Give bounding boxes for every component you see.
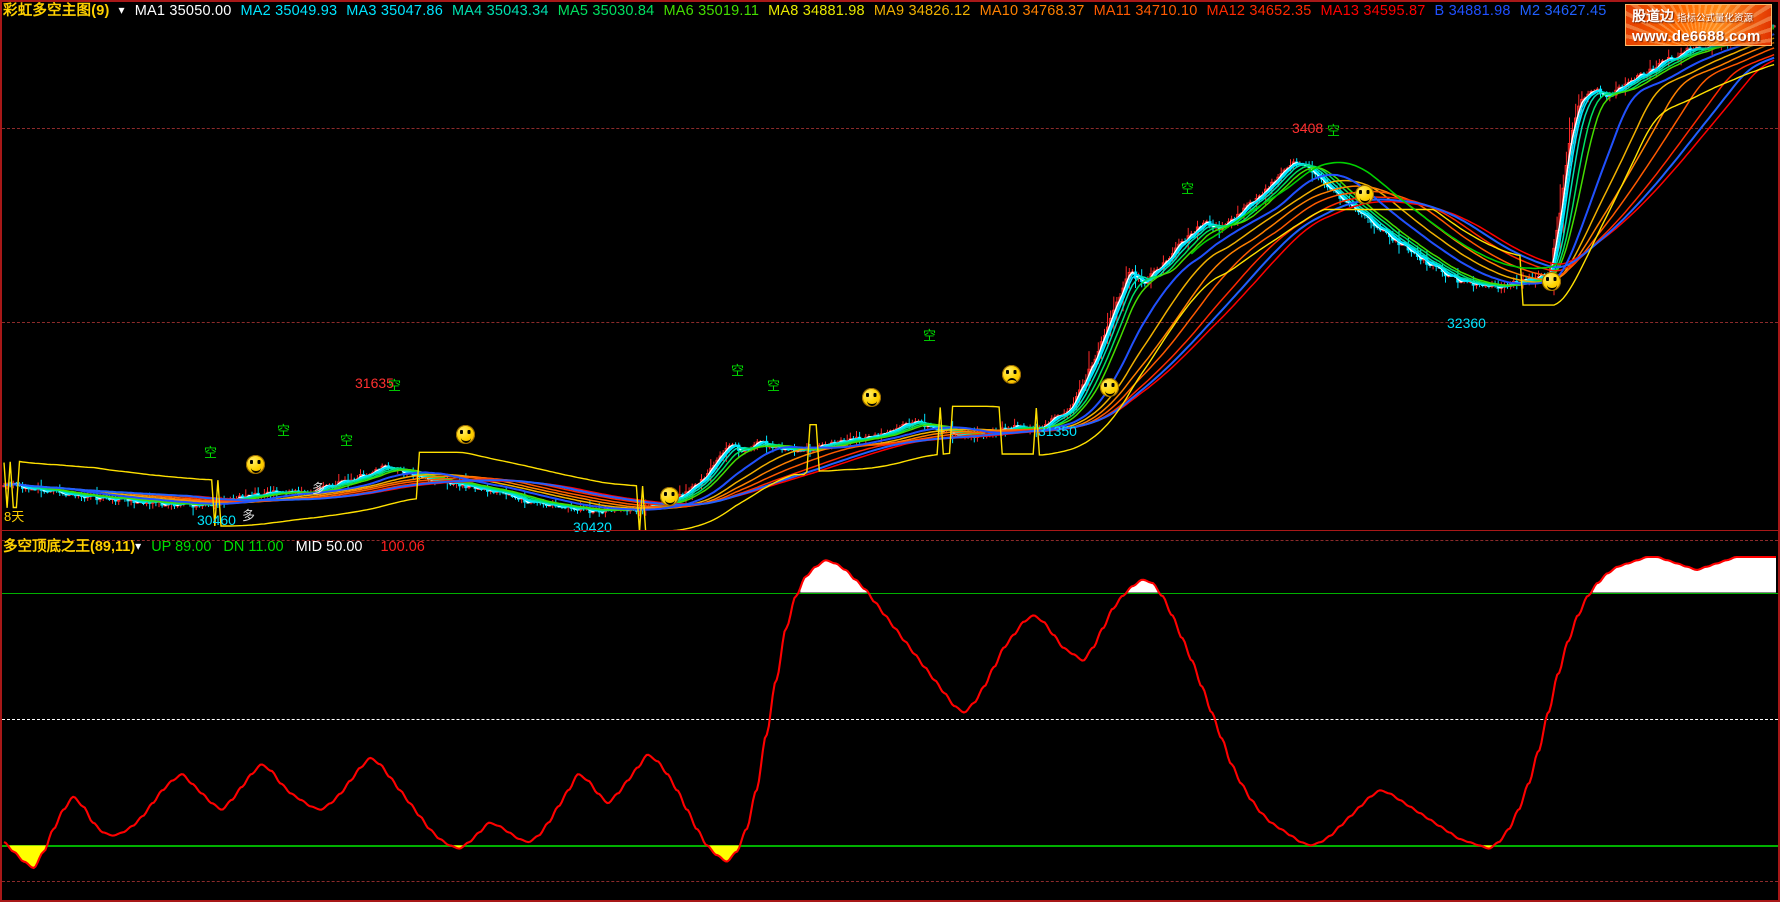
price-baseline	[2, 530, 1778, 531]
osc-readout-dn: DN 11.00	[223, 539, 284, 555]
chevron-down-icon[interactable]: ▾	[118, 3, 125, 17]
osc-mid-level-line	[2, 719, 1778, 720]
buy-signal-face-icon	[1355, 185, 1374, 204]
ma-readout-ma9: MA9 34826.12	[873, 3, 971, 19]
price-label: 31350	[1038, 423, 1077, 439]
logo-rays-decoration	[1626, 5, 1771, 45]
short-signal-marker: 空	[1181, 181, 1195, 196]
logo-brand: 股道边 指标公式量化资源	[1632, 8, 1754, 24]
logo-url: www.de6688.com	[1632, 28, 1761, 45]
ma-readout-row: MA1 35050.00 MA2 35049.93 MA3 35047.86 MA4 …	[135, 3, 1616, 19]
oscillator-readout-row: UP 89.00 DN 11.00 MID 50.00 100.06	[151, 539, 425, 555]
short-signal-marker: 空	[731, 363, 745, 378]
buy-signal-face-icon	[862, 388, 881, 407]
ma-readout-ma1: MA1 35050.00	[134, 3, 232, 19]
osc-readout-up: UP 89.00	[151, 539, 212, 555]
window-border-top	[0, 0, 1780, 2]
main-indicator-title[interactable]: 彩虹多空主图(9)	[3, 3, 110, 19]
osc-current-value: 100.06	[380, 539, 425, 555]
ma-readout-ma10: MA10 34768.37	[979, 3, 1085, 19]
oscillator-series	[3, 555, 1776, 870]
buy-signal-face-icon	[246, 455, 265, 474]
short-signal-marker: 空	[767, 378, 781, 393]
short-signal-marker: 空	[1327, 123, 1341, 138]
price-label: 3408	[1292, 120, 1324, 136]
ma-readout-ma3: MA3 35047.86	[346, 3, 443, 19]
price-gridline	[2, 128, 1778, 129]
ma-readout-ma12: MA12 34652.35	[1206, 3, 1312, 19]
short-signal-marker: 空	[340, 433, 354, 448]
short-signal-marker: 空	[388, 378, 402, 393]
osc-readout-mid: MID 50.00	[295, 539, 363, 555]
main-indicator-header[interactable]: 彩虹多空主图(9) ▾ MA1 35050.00 MA2 35049.93 MA3 35…	[0, 0, 1780, 22]
window-border-left	[0, 0, 2, 902]
ma-readout-ma2: MA2 35049.93	[240, 3, 338, 19]
buy-signal-face-icon	[1100, 378, 1119, 397]
price-label: 30420	[573, 519, 612, 535]
chevron-down-icon[interactable]: ▾	[135, 539, 142, 553]
ma-readout-ma4: MA4 35043.34	[451, 3, 549, 19]
long-signal-marker: 多	[312, 481, 326, 496]
ma-readout-m2: M2 34627.45	[1519, 3, 1607, 19]
price-label: 32360	[1447, 315, 1486, 331]
ma-readout-ma11: MA11 34710.10	[1093, 3, 1198, 19]
ma-readout-ma6: MA6 35019.11	[663, 3, 760, 19]
buy-signal-face-icon	[660, 487, 679, 506]
oscillator-panel[interactable]: 多空顶底之王(89,11)▾ UP 89.00 DN 11.00 MID 50.00 1…	[0, 537, 1780, 902]
ma-readout-ma5: MA5 35030.84	[557, 3, 655, 19]
price-gridline	[2, 322, 1778, 323]
site-logo[interactable]: 股道边 指标公式量化资源 www.de6688.com	[1625, 4, 1772, 46]
short-signal-marker: 空	[923, 328, 937, 343]
price-chart-panel[interactable]: 彩虹多空主图(9) ▾ MA1 35050.00 MA2 35049.93 MA3 35…	[0, 0, 1780, 537]
period-label: 8天	[4, 509, 25, 524]
oscillator-header[interactable]: 多空顶底之王(89,11)▾ UP 89.00 DN 11.00 MID 50.00 1…	[0, 537, 1780, 558]
sell-signal-face-icon	[1002, 365, 1021, 384]
ma-readout-b: B 34881.98	[1434, 3, 1511, 19]
window-border-bottom	[0, 900, 1780, 902]
short-signal-marker: 空	[204, 445, 218, 460]
price-label: 31635	[355, 375, 394, 391]
window-border-right	[1778, 0, 1780, 902]
short-signal-marker: 空	[277, 423, 291, 438]
price-candlestick-series	[2, 19, 1776, 530]
ma-readout-ma8: MA8 34881.98	[768, 3, 865, 19]
oscillator-title[interactable]: 多空顶底之王(89,11)	[3, 539, 136, 555]
price-label: 30460	[197, 512, 236, 528]
osc-top-gridline	[2, 540, 1778, 541]
ma-readout-ma13: MA13 34595.87	[1320, 3, 1426, 19]
buy-signal-face-icon	[1542, 272, 1561, 291]
osc-bottom-gridline	[2, 881, 1778, 882]
long-signal-marker: 多	[242, 508, 256, 523]
osc-up-level-line	[2, 592, 1778, 595]
osc-dn-level-line	[2, 845, 1778, 847]
buy-signal-face-icon	[456, 425, 475, 444]
